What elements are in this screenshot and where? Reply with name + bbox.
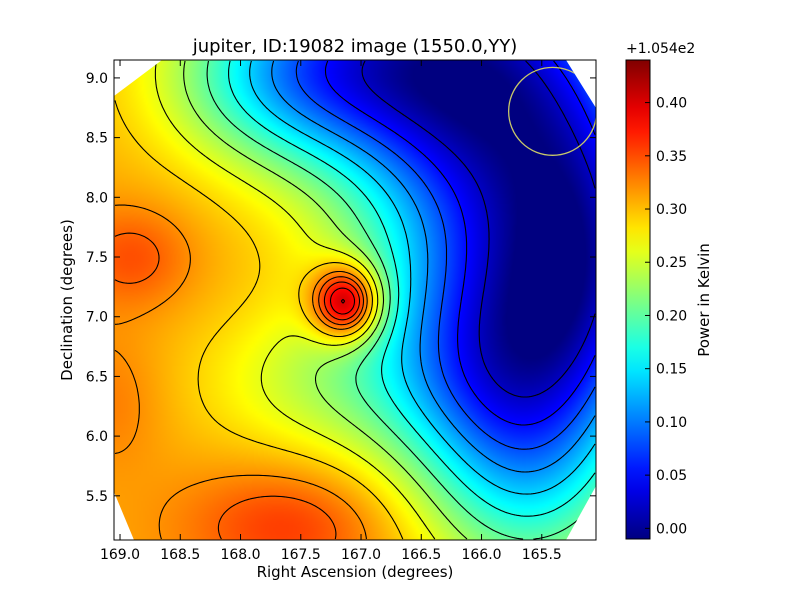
colorbar-ticks: 0.00 0.05 0.10 0.15 0.20 0.25 0.30 0.35 0.40 — [645, 96, 687, 537]
colorbar-tick-label: 0.05 — [656, 468, 687, 484]
x-tick-label: 166.0 — [461, 547, 501, 563]
contour-level-12 — [323, 281, 361, 321]
y-tick-label: 7.5 — [86, 250, 108, 266]
colorbar-tick-label: 0.00 — [656, 521, 687, 537]
colorbar-gradient — [625, 59, 651, 540]
plot-area: 169.0 168.5 168.0 167.5 167.0 166.5 166.0 165.5… — [86, 59, 597, 563]
y-axis-ticks: 5.5 6.0 6.5 7.0 7.5 8.0 8.5 9.0 — [86, 71, 596, 505]
colorbar-tick-label: 0.20 — [656, 308, 687, 324]
x-tick-label: 165.5 — [522, 547, 562, 563]
contour-level-7 — [183, 61, 596, 540]
contour-level-4 — [249, 60, 596, 495]
y-tick-label: 6.5 — [86, 369, 108, 385]
contour-level-2 — [295, 60, 596, 450]
y-tick-label: 9.0 — [86, 71, 108, 87]
colorbar-tick-label: 0.10 — [656, 415, 687, 431]
y-tick-label: 8.0 — [86, 190, 108, 206]
colorbar-tick-label: 0.25 — [656, 255, 687, 271]
y-tick-label: 6.0 — [86, 429, 108, 445]
colorbar-tick-label: 0.15 — [656, 362, 687, 378]
y-tick-label: 5.5 — [86, 489, 108, 505]
colorbar-tick-label: 0.30 — [656, 202, 687, 218]
contour-lines — [114, 60, 596, 540]
contour-level-10 — [114, 204, 368, 540]
contour-level-3 — [271, 60, 596, 473]
x-axis-label: Right Ascension (degrees) — [257, 563, 454, 581]
contour-level-9 — [114, 100, 404, 540]
x-tick-label: 167.5 — [281, 547, 321, 563]
colorbar-offset-label: +1.054e2 — [626, 41, 695, 57]
plot-frame — [113, 59, 597, 541]
x-tick-label: 166.5 — [401, 547, 441, 563]
x-tick-label: 167.0 — [341, 547, 381, 563]
colorbar-tick-label: 0.40 — [656, 96, 687, 112]
colorbar-label: Power in Kelvin — [695, 243, 713, 357]
y-tick-label: 7.0 — [86, 310, 108, 326]
contour-level-11 — [114, 232, 365, 540]
colorbar-tick-label: 0.35 — [656, 149, 687, 165]
x-tick-label: 168.5 — [160, 547, 200, 563]
y-axis-label: Declination (degrees) — [58, 219, 76, 381]
contour-level-5 — [228, 60, 596, 517]
contour-level-13 — [329, 287, 356, 315]
x-tick-label: 168.0 — [220, 547, 260, 563]
x-tick-label: 169.0 — [100, 547, 140, 563]
contour-level-6 — [206, 60, 596, 540]
x-axis-ticks: 169.0 168.5 168.0 167.5 167.0 166.5 166.0 165.5 — [100, 60, 562, 563]
contour-level-14 — [340, 298, 346, 304]
colorbar: 0.00 0.05 0.10 0.15 0.20 0.25 0.30 0.35 0.40 +1.… — [625, 41, 713, 540]
chart-title: jupiter, ID:19082 image (1550.0,YY) — [192, 36, 518, 57]
y-tick-label: 8.5 — [86, 131, 108, 147]
beam-circle — [507, 66, 596, 156]
contour-level-1 — [324, 60, 596, 426]
contour-level-0 — [361, 60, 596, 398]
